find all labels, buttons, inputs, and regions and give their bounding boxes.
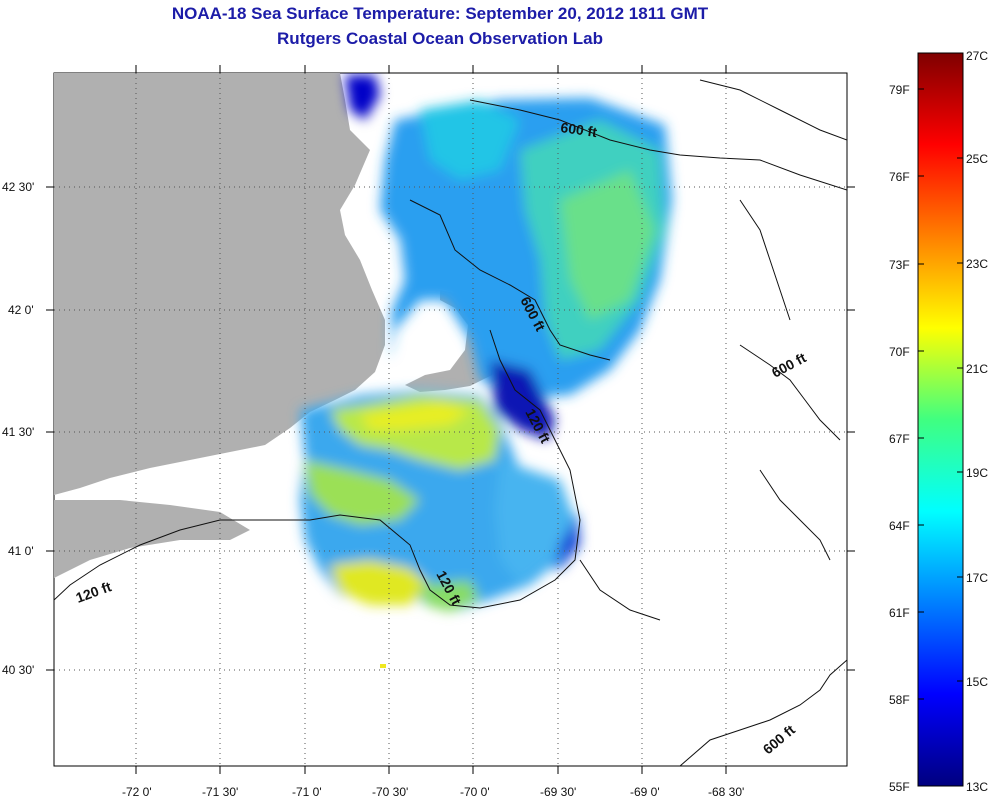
colorbar-ticks — [918, 88, 963, 700]
land-coastal-strip — [54, 500, 250, 578]
fahrenheit-label: 76F — [889, 170, 910, 184]
contour-east-shelf — [739, 199, 791, 321]
contour-600ft-south — [679, 659, 847, 766]
contour-ne-banks — [699, 79, 847, 141]
lon-label: -69 0' — [630, 785, 660, 799]
contour-600ft-east — [739, 344, 841, 441]
lon-label: -71 0' — [292, 785, 322, 799]
sst-field — [300, 75, 672, 612]
fahrenheit-label: 64F — [889, 519, 910, 533]
contour-600ft-gulf-of-maine — [469, 99, 847, 191]
lat-label: 41 0' — [8, 544, 34, 558]
fahrenheit-label: 79F — [889, 83, 910, 97]
fahrenheit-label: 61F — [889, 606, 910, 620]
fahrenheit-label: 73F — [889, 258, 910, 272]
fahrenheit-label: 55F — [889, 780, 910, 794]
colorbar-celsius-labels: 27C 25C 23C 21C 19C 17C 15C 13C — [966, 49, 988, 794]
lon-label: -70 30' — [372, 785, 408, 799]
celsius-label: 13C — [966, 780, 988, 794]
lon-label: -70 0' — [460, 785, 490, 799]
lat-label: 42 0' — [8, 303, 34, 317]
sst-speck — [380, 664, 386, 668]
celsius-label: 17C — [966, 571, 988, 585]
contour-label-600-north: 600 ft — [560, 119, 599, 140]
colorbar: 27C 25C 23C 21C 19C 17C 15C 13C 79F 76F … — [889, 49, 988, 794]
fahrenheit-label: 58F — [889, 693, 910, 707]
contour-southeast — [759, 469, 831, 561]
lon-label: -71 30' — [202, 785, 238, 799]
fahrenheit-label: 70F — [889, 345, 910, 359]
colorbar-fahrenheit-labels: 79F 76F 73F 70F 67F 64F 61F 58F 55F — [889, 83, 910, 794]
lon-label: -72 0' — [122, 785, 152, 799]
bathymetry-contours — [54, 79, 847, 766]
contour-georges-edge — [579, 559, 661, 621]
colorbar-gradient — [917, 52, 964, 787]
celsius-label: 19C — [966, 466, 988, 480]
lat-label: 42 30' — [2, 180, 34, 194]
longitude-labels: -72 0' -71 30' -71 0' -70 30' -70 0' -69… — [122, 785, 744, 799]
celsius-label: 23C — [966, 257, 988, 271]
celsius-label: 27C — [966, 49, 988, 63]
contour-600ft-central — [409, 199, 611, 361]
fahrenheit-label: 67F — [889, 432, 910, 446]
contour-120ft-outer — [54, 329, 581, 609]
frame-ticks — [46, 65, 855, 774]
map-title: NOAA-18 Sea Surface Temperature: Septemb… — [171, 4, 709, 23]
latitude-labels: 42 30' 42 0' 41 30' 41 0' 40 30' — [2, 180, 34, 677]
lat-label: 40 30' — [2, 663, 34, 677]
map-subtitle: Rutgers Coastal Ocean Observation Lab — [277, 29, 603, 48]
lon-label: -69 30' — [540, 785, 576, 799]
celsius-label: 21C — [966, 362, 988, 376]
graticule — [54, 73, 847, 766]
celsius-label: 15C — [966, 675, 988, 689]
lon-label: -68 30' — [708, 785, 744, 799]
lat-label: 41 30' — [2, 425, 34, 439]
celsius-label: 25C — [966, 152, 988, 166]
